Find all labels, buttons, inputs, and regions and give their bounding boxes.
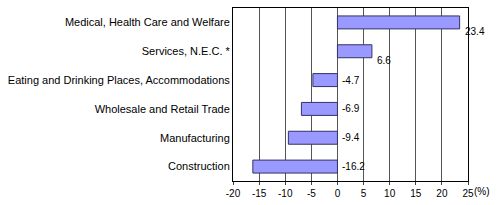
svg-text:23.4: 23.4 [465, 26, 485, 37]
svg-text:Manufacturing: Manufacturing [160, 132, 230, 144]
svg-text:-9.4: -9.4 [342, 132, 360, 143]
svg-text:25: 25 [462, 188, 474, 199]
svg-text:15: 15 [410, 188, 422, 199]
svg-text:5: 5 [361, 188, 367, 199]
svg-text:-10: -10 [278, 188, 293, 199]
svg-text:0: 0 [335, 188, 341, 199]
svg-text:-6.9: -6.9 [342, 103, 360, 114]
svg-text:6.6: 6.6 [377, 55, 391, 66]
svg-text:-15: -15 [252, 188, 267, 199]
svg-text:Services, N.E.C. *: Services, N.E.C. * [142, 45, 231, 57]
svg-text:Wholesale and Retail Trade: Wholesale and Retail Trade [95, 103, 230, 115]
svg-text:-5: -5 [307, 188, 316, 199]
svg-text:-16.2: -16.2 [342, 161, 365, 172]
svg-text:10: 10 [384, 188, 396, 199]
svg-text:-4.7: -4.7 [342, 75, 360, 86]
svg-text:Medical, Health Care and Welfa: Medical, Health Care and Welfare [65, 16, 230, 28]
svg-text:-20: -20 [226, 188, 241, 199]
svg-text:20: 20 [436, 188, 448, 199]
svg-text:(%): (%) [474, 186, 490, 197]
svg-text:Construction: Construction [168, 160, 230, 172]
svg-text:Eating and Drinking Places, Ac: Eating and Drinking Places, Accommodatio… [8, 74, 230, 86]
